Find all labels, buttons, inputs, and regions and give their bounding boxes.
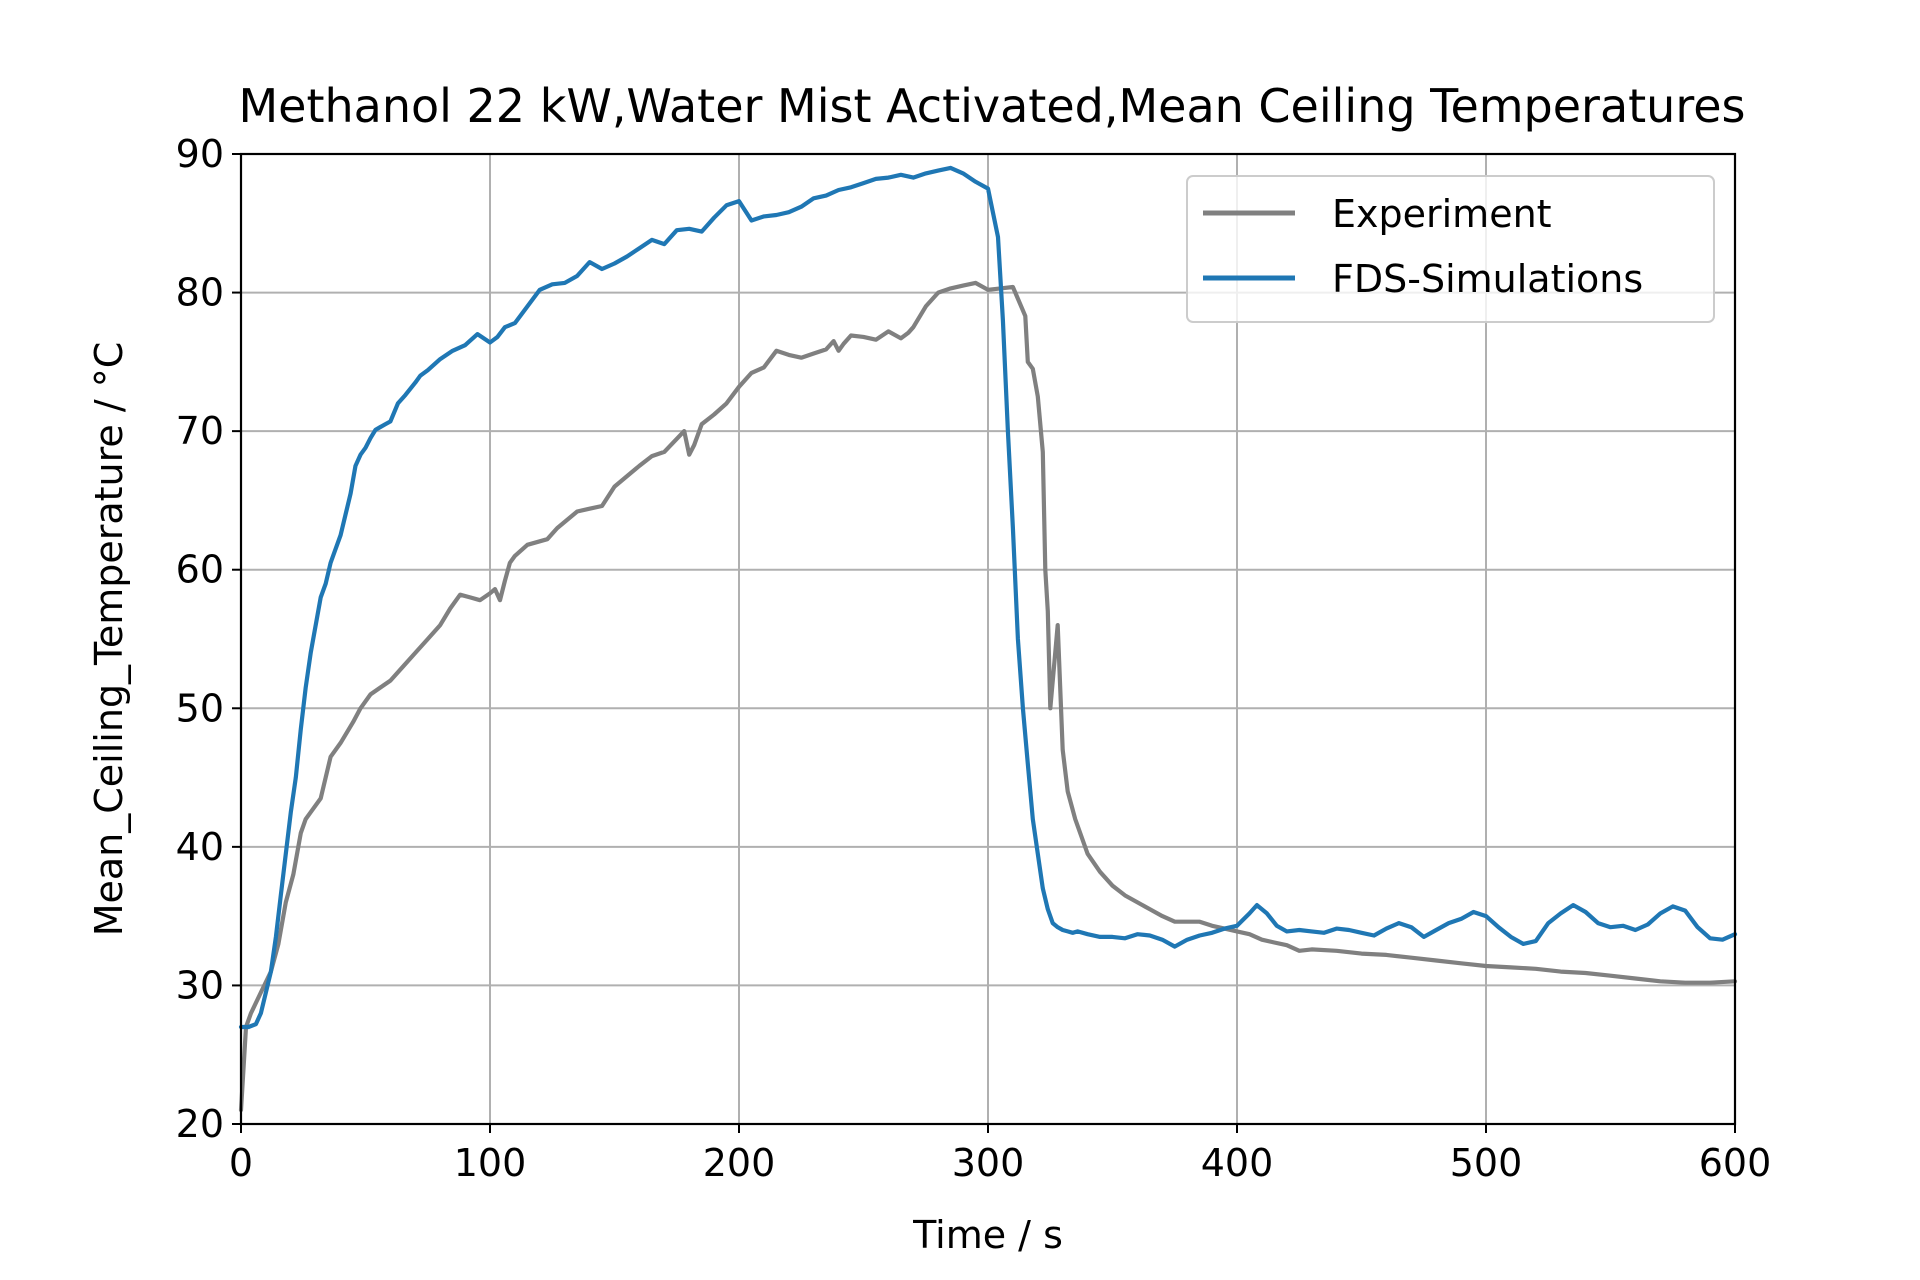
y-tick-label: 40 xyxy=(176,825,224,869)
y-tick-label: 90 xyxy=(176,132,224,176)
x-tick-label: 400 xyxy=(1201,1141,1274,1185)
legend-label-experiment: Experiment xyxy=(1332,192,1552,236)
x-tick-label: 100 xyxy=(454,1141,527,1185)
x-tick-label: 0 xyxy=(229,1141,253,1185)
x-tick-label: 200 xyxy=(703,1141,776,1185)
y-axis-title: Mean_Ceiling_Temperature / °C xyxy=(87,342,131,937)
legend: Experiment FDS-Simulations xyxy=(1186,175,1715,323)
series-lines xyxy=(238,165,1738,1113)
series-line-experiment xyxy=(238,280,1738,1113)
x-tick-label: 300 xyxy=(952,1141,1025,1185)
y-tick-label: 30 xyxy=(176,963,224,1007)
y-tick-label: 20 xyxy=(176,1102,224,1146)
x-tick-label: 500 xyxy=(1450,1141,1523,1185)
axis-ticks: 0 100 200 300 400 500 600 20 30 40 50 60 70 80 90 xyxy=(176,132,1772,1185)
series-line-fds-simulations xyxy=(238,165,1738,1030)
y-tick-label: 50 xyxy=(176,686,224,730)
legend-box xyxy=(1186,175,1715,323)
y-tick-label: 60 xyxy=(176,548,224,592)
x-axis-title: Time / s xyxy=(912,1213,1063,1257)
x-tick-label: 600 xyxy=(1699,1141,1772,1185)
y-tick-label: 70 xyxy=(176,409,224,453)
y-tick-label: 80 xyxy=(176,271,224,315)
chart-title: Methanol 22 kW,Water Mist Activated,Mean… xyxy=(238,79,1745,133)
legend-label-fds-simulations: FDS-Simulations xyxy=(1332,257,1643,301)
